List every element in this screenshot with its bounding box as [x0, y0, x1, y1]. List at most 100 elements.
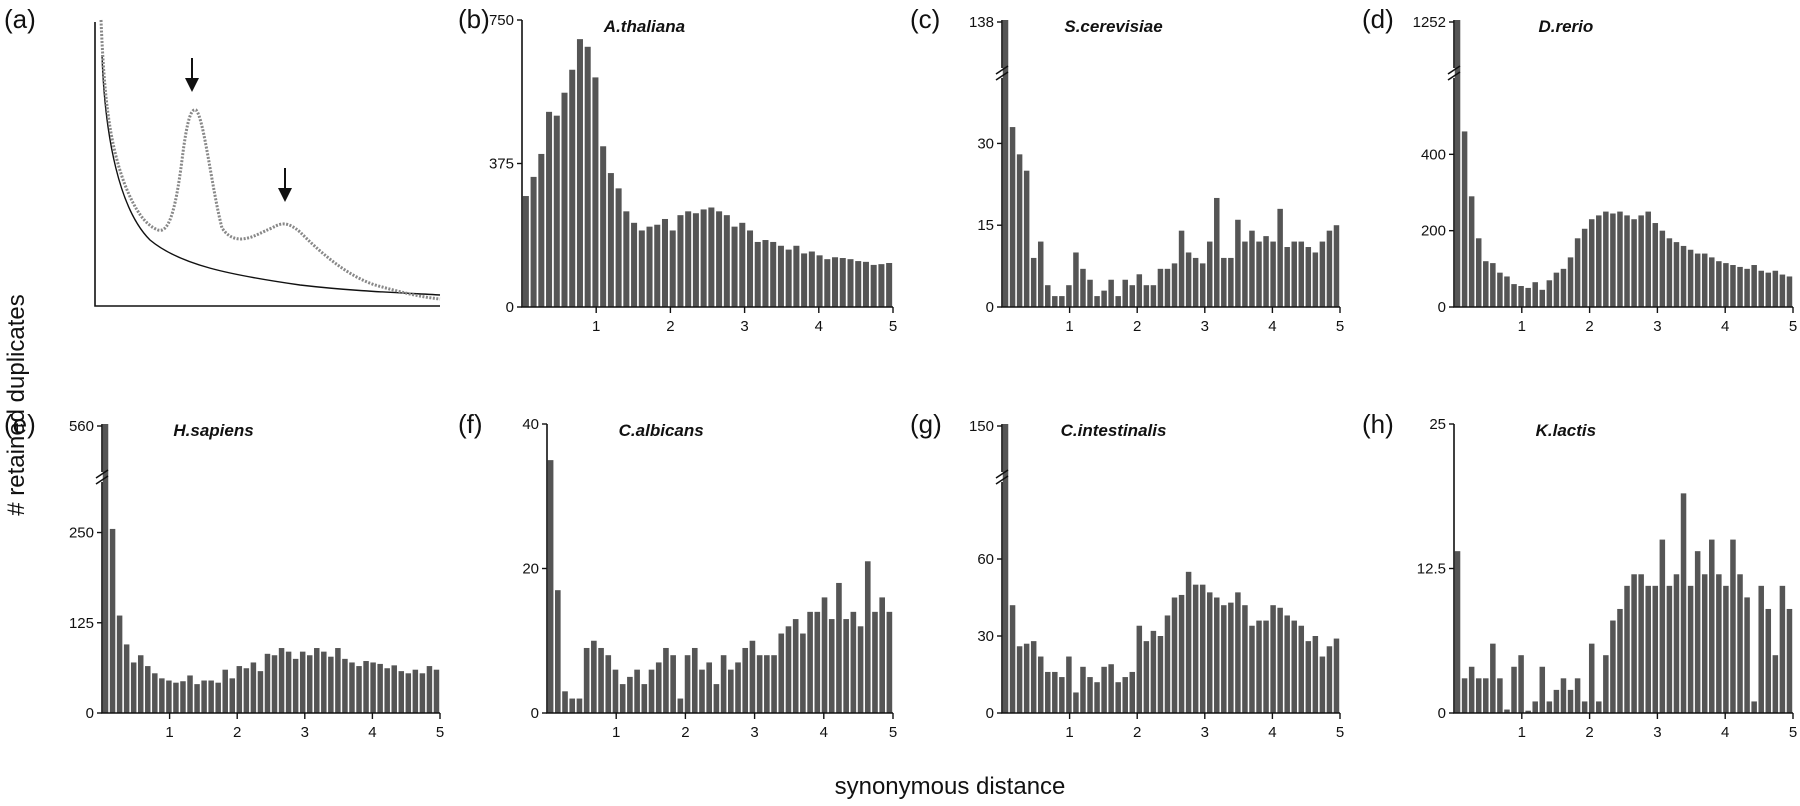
panel-e-bar	[222, 669, 228, 713]
panel-b-bar	[731, 226, 738, 307]
panel-d-bar	[1504, 276, 1510, 307]
panel-h-bar	[1603, 655, 1609, 713]
panel-e-title: H.sapiens	[173, 421, 253, 440]
panel-b-bar	[855, 261, 862, 307]
panel-d-bar	[1631, 219, 1637, 307]
panel-h-xtick-label: 3	[1653, 724, 1661, 741]
panel-f-bar	[627, 676, 633, 713]
panel-c-bar	[1164, 268, 1171, 307]
panel-g-bar	[1115, 682, 1121, 713]
panel-h-bar	[1666, 585, 1673, 713]
panel-c-bar	[1171, 263, 1178, 307]
panel-g-bar	[1171, 597, 1178, 713]
panel-h-bar	[1504, 709, 1510, 713]
panel-c-bar	[1143, 285, 1150, 307]
panel-g-bar	[1284, 615, 1290, 713]
panel-b-ytick-label: 750	[489, 12, 514, 29]
panel-g-bar	[1214, 597, 1220, 713]
panel-f-xtick-label: 4	[820, 724, 828, 741]
panel-f-bar	[598, 647, 604, 713]
panel-f-bar	[836, 582, 842, 713]
panel-c-axis-break	[995, 65, 1009, 81]
panel-b-bar	[770, 241, 777, 307]
panel-h-title: K.lactis	[1536, 421, 1596, 440]
panel-g-ytick-label: 60	[977, 551, 994, 568]
panel-d: (d) D.rerio 0 200 400 1252 1 2 3 4 5	[1362, 4, 1797, 335]
panel-d-bar	[1483, 261, 1489, 307]
panel-b-bar	[762, 240, 769, 307]
panel-b-bar	[685, 211, 692, 307]
panel-b-bar	[677, 215, 684, 307]
panel-e-xtick-label: 1	[165, 724, 173, 741]
panel-b-bar	[878, 264, 885, 307]
panel-a-letter: (a)	[4, 4, 36, 34]
panel-f-bar	[713, 684, 720, 713]
panel-f-bar	[771, 655, 777, 713]
panel-b-bar	[607, 173, 614, 307]
panel-c-bar	[1291, 241, 1297, 307]
panel-g-bar	[1080, 666, 1086, 713]
panel-e-bar	[370, 662, 376, 713]
panel-f-bar	[641, 684, 648, 713]
panel-e-bar	[137, 655, 144, 713]
panel-f-bar	[655, 662, 662, 713]
panel-d-bar	[1596, 215, 1602, 307]
panel-d-bar	[1652, 223, 1659, 307]
panel-d-ytick-label: 400	[1421, 146, 1446, 163]
panel-b-xtick-label: 4	[815, 318, 823, 335]
panel-h-bar	[1730, 539, 1736, 713]
panel-e-bar	[321, 651, 327, 713]
panel-b-xtick-label: 3	[740, 318, 748, 335]
panel-c-title: S.cerevisiae	[1064, 17, 1162, 36]
panel-d-bar	[1588, 219, 1595, 307]
panel-b-bar	[862, 261, 869, 307]
panel-e-bar	[130, 662, 137, 713]
panel-e-bar	[257, 671, 264, 713]
panel-d-ytick-label: 0	[1438, 299, 1446, 316]
panel-g-bar	[1221, 605, 1227, 713]
panel-b-ytick-label: 0	[506, 299, 514, 316]
panel-c-xtick-label: 2	[1133, 318, 1141, 335]
panel-c-ytick-label: 0	[986, 299, 994, 316]
panel-g-ytick-label: 0	[986, 705, 994, 722]
panel-f-bar	[850, 611, 857, 713]
panel-g-bar	[1009, 605, 1016, 713]
panel-c-bar	[1122, 279, 1128, 307]
panel-e-ytick-label: 0	[86, 705, 94, 722]
panel-f-bar	[756, 655, 763, 713]
panel-c-bar	[1150, 285, 1157, 307]
panel-d-bar	[1716, 261, 1722, 307]
panel-d-xtick-label: 1	[1518, 318, 1526, 335]
panel-g-ytick-label: 30	[977, 628, 994, 645]
panel-f-bar	[814, 611, 821, 713]
panel-c: (c) S.cerevisiae 0 15 30 138 1 2 3 4 5	[910, 4, 1344, 335]
panel-f-letter: (f)	[458, 409, 483, 439]
panel-h-bar	[1737, 574, 1743, 713]
panel-b-bar	[754, 241, 761, 307]
panel-b-bar	[553, 115, 560, 308]
panel-e-bar	[109, 528, 116, 713]
panel-e-bar	[278, 648, 285, 713]
panel-h-bar	[1638, 574, 1644, 713]
panel-c-ytick-label: 15	[977, 217, 994, 234]
panel-c-bar	[1277, 208, 1283, 307]
panel-c-bar	[1298, 241, 1305, 307]
panel-e-xtick-label: 2	[233, 724, 241, 741]
panel-g-bar	[1326, 646, 1333, 713]
panel-e-bar	[292, 658, 299, 713]
panel-c-bar	[1263, 236, 1269, 307]
panel-c-bar	[1002, 20, 1009, 307]
panel-d-bar	[1659, 230, 1666, 307]
panel-g-title: C.intestinalis	[1061, 421, 1167, 440]
panel-f-ytick-label: 20	[522, 561, 539, 578]
panel-c-bar	[1305, 247, 1312, 307]
panel-e-bar	[377, 663, 383, 713]
panel-d-xtick-label: 5	[1789, 318, 1797, 335]
panel-h-bar	[1744, 597, 1750, 713]
panel-d-bar	[1497, 272, 1503, 307]
panel-h-bar	[1610, 620, 1616, 713]
panel-b-bar	[708, 207, 715, 307]
panel-f-xtick-label: 3	[750, 724, 758, 741]
panel-f-bar	[684, 655, 691, 713]
panel-h-bar	[1454, 551, 1461, 713]
